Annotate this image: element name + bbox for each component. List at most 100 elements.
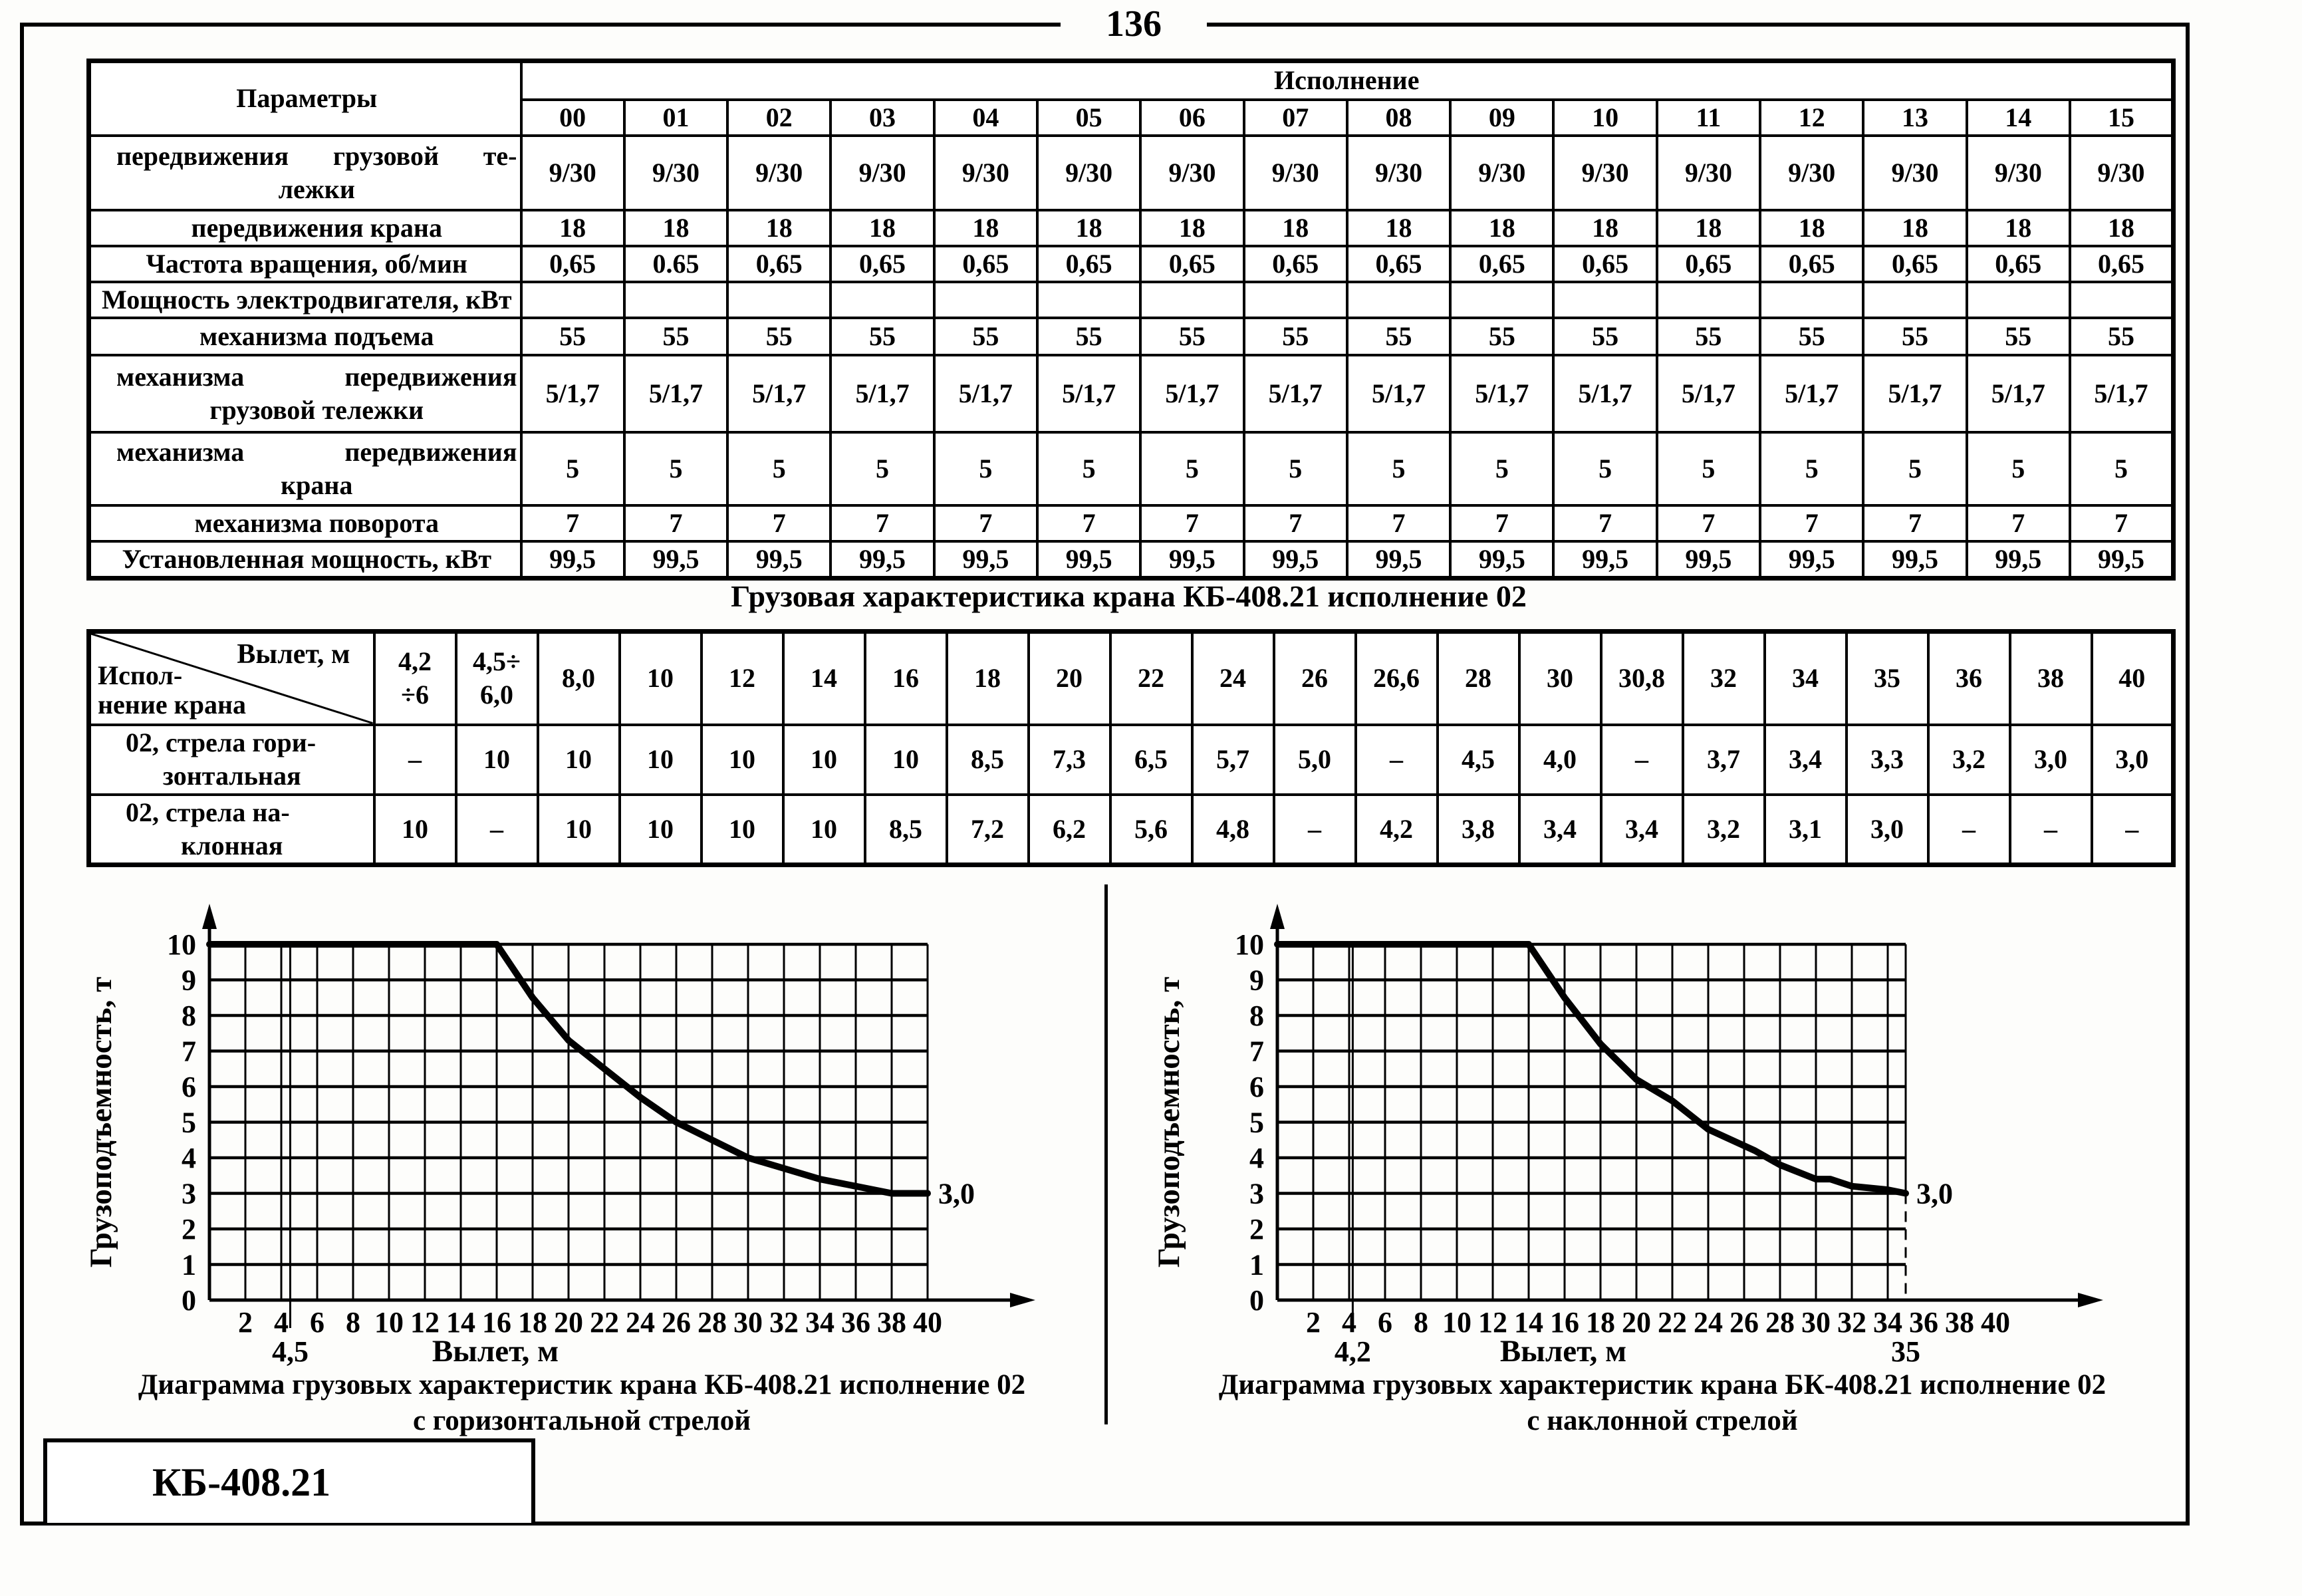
column-header-line: 18 bbox=[974, 663, 1001, 694]
x-tick-label: 10 bbox=[1442, 1306, 1471, 1339]
value-cell: 55 bbox=[1449, 316, 1555, 356]
value-cell: 55 bbox=[829, 316, 936, 356]
table-row: механизма поворота 7 7 7 7 7 7 7 7 7 7 7 7 7 7 7 7 bbox=[87, 503, 2175, 543]
load-curve bbox=[206, 941, 931, 1197]
chart-horizontal-jib-wrap: 4,5 0 1 2 3 4 5 6 7 8 9 10 2 4 6 8 10 12 14 16 18 20 22 24 26 28 3… bbox=[83, 888, 1100, 1373]
value-cell: 3,8 bbox=[1436, 793, 1521, 866]
value-cell: 5/1,7 bbox=[622, 353, 729, 434]
value-cell: 7 bbox=[1759, 503, 1865, 543]
value-cell: 18 bbox=[1449, 208, 1555, 247]
value-cell: 18 bbox=[932, 208, 1039, 247]
column-header-cell: 18 bbox=[945, 630, 1030, 726]
x-tick-label: 8 bbox=[1414, 1306, 1428, 1339]
value-cell: 55 bbox=[932, 316, 1039, 356]
column-header-cell: 12 bbox=[700, 630, 785, 726]
top-rule-left bbox=[20, 23, 1061, 27]
value-cell: 5 bbox=[932, 430, 1039, 507]
value-cell: 99,5 bbox=[622, 539, 729, 579]
caption-horizontal-jib: Диаграмма грузовых характеристик крана К… bbox=[80, 1367, 1084, 1439]
value-cell: 10 bbox=[700, 793, 785, 866]
value-cell: 0,65 bbox=[1345, 244, 1452, 283]
table-row: механизма передвижения грузовой тележки 5/… bbox=[87, 353, 2175, 434]
value-cell: 5/1,7 bbox=[1242, 353, 1348, 434]
column-header-cell: 08 bbox=[1345, 98, 1452, 137]
value-cell: 5 bbox=[1035, 430, 1142, 507]
value-cell: 0,65 bbox=[1759, 244, 1865, 283]
column-header-cell: 4,5÷ 6,0 bbox=[454, 630, 539, 726]
column-header-line: 32 bbox=[1710, 663, 1737, 694]
value-cell: 0,65 bbox=[829, 244, 936, 283]
value-cell: 5 bbox=[1449, 430, 1555, 507]
y-axis-arrow bbox=[202, 904, 217, 929]
table-row: механизма подъема 55 55 55 55 55 55 55 55 55 55 55 5… bbox=[87, 316, 2175, 356]
column-header-line: 8,0 bbox=[562, 663, 595, 694]
value-cell: 9/30 bbox=[1242, 134, 1348, 211]
value-cell: 6,2 bbox=[1027, 793, 1112, 866]
value-cell: 5/1,7 bbox=[1345, 353, 1452, 434]
row-label: механизма подъема bbox=[87, 316, 523, 356]
value-cell: 99,5 bbox=[1139, 539, 1245, 579]
value-cell: 9/30 bbox=[1449, 134, 1555, 211]
row-label-line: Мощность электродвигателя, кВт bbox=[101, 284, 512, 315]
value-cell: 18 bbox=[829, 208, 936, 247]
x-tick-label: 40 bbox=[1981, 1306, 2010, 1339]
x-tick-label: 16 bbox=[1550, 1306, 1579, 1339]
y-tick-label: 0 bbox=[182, 1284, 196, 1317]
group-header-cell: Исполнение bbox=[519, 59, 2175, 101]
value-cell: 18 bbox=[1035, 208, 1142, 247]
corner-label-x: Вылет, м bbox=[237, 639, 350, 670]
column-header-cell: 14 bbox=[1965, 98, 2071, 137]
value-cell: 18 bbox=[726, 208, 832, 247]
value-cell: 7 bbox=[829, 503, 936, 543]
column-header-line: 36 bbox=[1956, 663, 1982, 694]
column-header-line: 40 bbox=[2118, 663, 2146, 694]
value-cell bbox=[1759, 280, 1865, 319]
x-tick-label: 34 bbox=[1873, 1306, 1902, 1339]
value-cell: 3,2 bbox=[1681, 793, 1766, 866]
value-cell: 5 bbox=[1345, 430, 1452, 507]
value-cell: 0,65 bbox=[2068, 244, 2175, 283]
row-label: передвижения крана bbox=[87, 208, 523, 247]
value-cell: 9/30 bbox=[1552, 134, 1658, 211]
value-cell: 8,5 bbox=[863, 793, 948, 866]
table-row: Вылет, м Испол-нение крана 4,2 ÷6 4,5÷ 6,0 8,0… bbox=[87, 630, 2175, 726]
x-tick-label: 14 bbox=[1514, 1306, 1543, 1339]
value-cell: 5 bbox=[519, 430, 626, 507]
value-cell: 10 bbox=[372, 793, 457, 866]
footer-model-box: КБ-408.21 bbox=[43, 1438, 535, 1523]
row-label-line: механизма поворота bbox=[194, 507, 439, 538]
y-tick-label: 6 bbox=[182, 1071, 196, 1103]
value-cell: 55 bbox=[622, 316, 729, 356]
boundary-label: 35 bbox=[1891, 1335, 1920, 1368]
x-tick-label: 30 bbox=[1801, 1306, 1831, 1339]
value-cell: 3,2 bbox=[1926, 723, 2011, 796]
value-cell: 9/30 bbox=[1862, 134, 1968, 211]
y-axis-title: Грузоподъемность, т bbox=[84, 977, 118, 1267]
x-tick-label: 22 bbox=[1658, 1306, 1687, 1339]
y-tick-label: 6 bbox=[1249, 1071, 1264, 1103]
column-header-cell: 04 bbox=[932, 98, 1039, 137]
column-header-cell: 13 bbox=[1862, 98, 1968, 137]
column-header-cell: 40 bbox=[2090, 630, 2175, 726]
column-header-cell: 35 bbox=[1845, 630, 1930, 726]
value-cell: 5 bbox=[1552, 430, 1658, 507]
value-cell: 55 bbox=[1345, 316, 1452, 356]
table-row: 00 01 02 03 04 05 06 07 08 09 10 11 12 13 14 15 bbox=[89, 98, 2175, 137]
value-cell bbox=[1449, 280, 1555, 319]
value-cell: 9/30 bbox=[932, 134, 1039, 211]
column-header-cell: 02 bbox=[726, 98, 832, 137]
value-cell bbox=[1242, 280, 1348, 319]
value-cell: 7 bbox=[932, 503, 1039, 543]
x-axis-arrow bbox=[2078, 1293, 2103, 1307]
right-page-border bbox=[2186, 23, 2190, 1526]
value-cell bbox=[2068, 280, 2175, 319]
value-cell: 5/1,7 bbox=[519, 353, 626, 434]
value-cell: 99,5 bbox=[1345, 539, 1452, 579]
table-row: механизма передвижения крана 5 5 5 5 5 5 5 5 5 5 5 5 5… bbox=[87, 430, 2175, 507]
value-cell: 10 bbox=[863, 723, 948, 796]
row-label: 02, стрела гори-зонтальная bbox=[87, 723, 376, 796]
table-row: Параметры Исполнение bbox=[87, 59, 2175, 137]
caption-line: Диаграмма грузовых характеристик крана К… bbox=[138, 1369, 1026, 1400]
value-cell: 5,7 bbox=[1190, 723, 1275, 796]
value-cell: 18 bbox=[1345, 208, 1452, 247]
